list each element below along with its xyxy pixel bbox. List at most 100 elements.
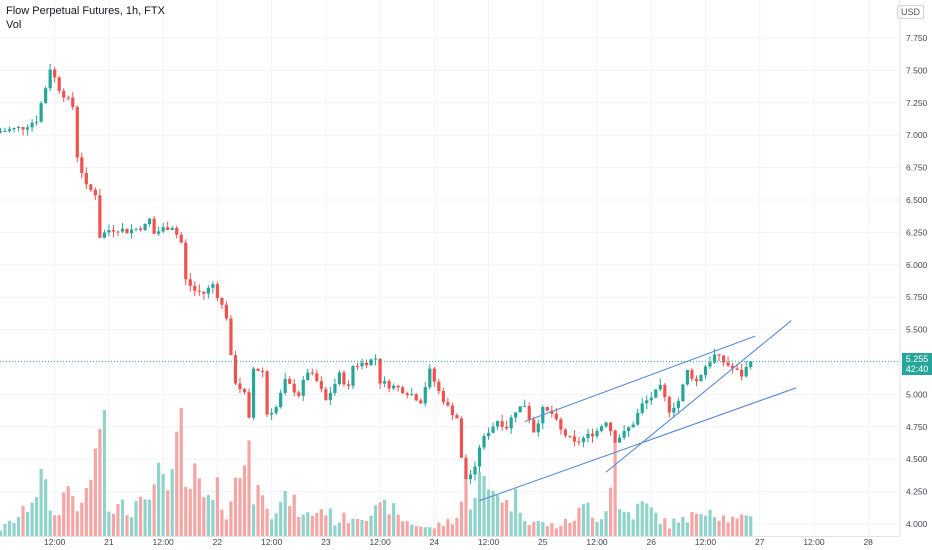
candle-body [527,406,531,420]
candle-body [315,373,319,382]
volume-bar [333,525,337,536]
candle-body [681,384,685,402]
volume-bar [419,526,423,536]
volume-bar [405,521,409,536]
candle-body [581,438,586,443]
trendlines[interactable] [0,320,900,502]
candle-body [351,366,355,386]
candle-body [337,372,342,384]
volume-bar [392,503,396,536]
candle-body [238,383,242,390]
volume-bar [586,502,590,536]
volume-bar [197,478,201,536]
volume-bar [220,509,224,536]
candle-body [726,362,730,366]
volume-bar [84,487,88,536]
candle-body [735,368,739,370]
volume-bar [491,490,495,536]
candle-body [161,227,165,232]
volume-bar [667,528,671,536]
candle-body [455,415,459,419]
candle-body [378,358,382,384]
candle-body [260,370,265,372]
volume-bar [599,519,604,536]
volume-bar [428,527,432,536]
candle-body [319,381,323,390]
volume-legend[interactable]: Vol [6,19,22,31]
candle-body [676,401,680,408]
candle-body [265,371,269,415]
candle-body [468,474,473,480]
candle-body [396,385,400,388]
candle-body [373,358,378,360]
volume-bar [545,525,549,536]
currency-button[interactable]: USD [896,5,924,19]
candle-body [432,368,436,382]
volume-bar [500,502,504,536]
candle-body [369,359,373,366]
volume-bar [740,514,744,536]
time-tick-label: 12:00 [369,537,391,547]
candle-body [21,127,25,130]
volume-bar [383,499,387,536]
candle-body [667,397,671,413]
candle-body [608,422,613,432]
candle-body [342,372,346,385]
candle-body [39,103,43,122]
candle-body [563,429,567,436]
volume-bar [527,524,531,536]
volume-bar [572,520,577,536]
bar-countdown: 42:40 [905,364,929,374]
volume-bar [71,496,75,536]
volume-bar [16,516,21,536]
candle-body [495,421,500,427]
volume-bar [360,519,364,536]
volume-bar [138,496,143,536]
candle-body [80,157,84,173]
candle-body [699,375,703,382]
volume-bar [193,463,197,536]
time-tick-label: 12:00 [261,537,283,547]
candle-body [401,387,405,394]
price-tick-label: 5.000 [906,389,928,399]
candle-body [129,229,134,234]
symbol-title[interactable]: Flow Perpetual Futures, 1h, FTX [6,5,165,17]
volume-bar [102,410,107,536]
candle-body [446,402,450,406]
candle-body [545,407,549,411]
candle-body [35,121,39,123]
volume-bar [161,474,165,536]
candle-body [197,290,201,292]
candle-body [301,380,305,396]
volume-bar [735,518,739,536]
volume-bar [66,486,70,536]
candle-body [419,400,423,404]
price-tick-label: 4.750 [906,422,928,432]
candle-body [247,392,251,418]
price-tick-label: 6.500 [906,195,928,205]
volume-bar [559,525,563,536]
volume-bar [21,506,25,536]
candle-body [16,127,21,129]
volume-bar [509,511,513,536]
volume-bar [432,528,436,536]
volume-bar [351,518,355,536]
candle-body [346,384,351,386]
candle-body [405,393,409,396]
volume-bar [636,503,640,536]
candle-body [48,69,52,89]
candle-body [98,195,102,238]
volume-bar [12,522,16,536]
volume-bar [297,516,301,536]
candle-body [622,431,626,438]
volume-bar [260,495,265,536]
volume-bar [265,508,269,536]
volume-bars [0,408,753,536]
time-tick-label: 12:00 [44,537,66,547]
candle-body [355,366,360,368]
volume-bar [211,499,215,536]
candle-body [627,427,631,432]
